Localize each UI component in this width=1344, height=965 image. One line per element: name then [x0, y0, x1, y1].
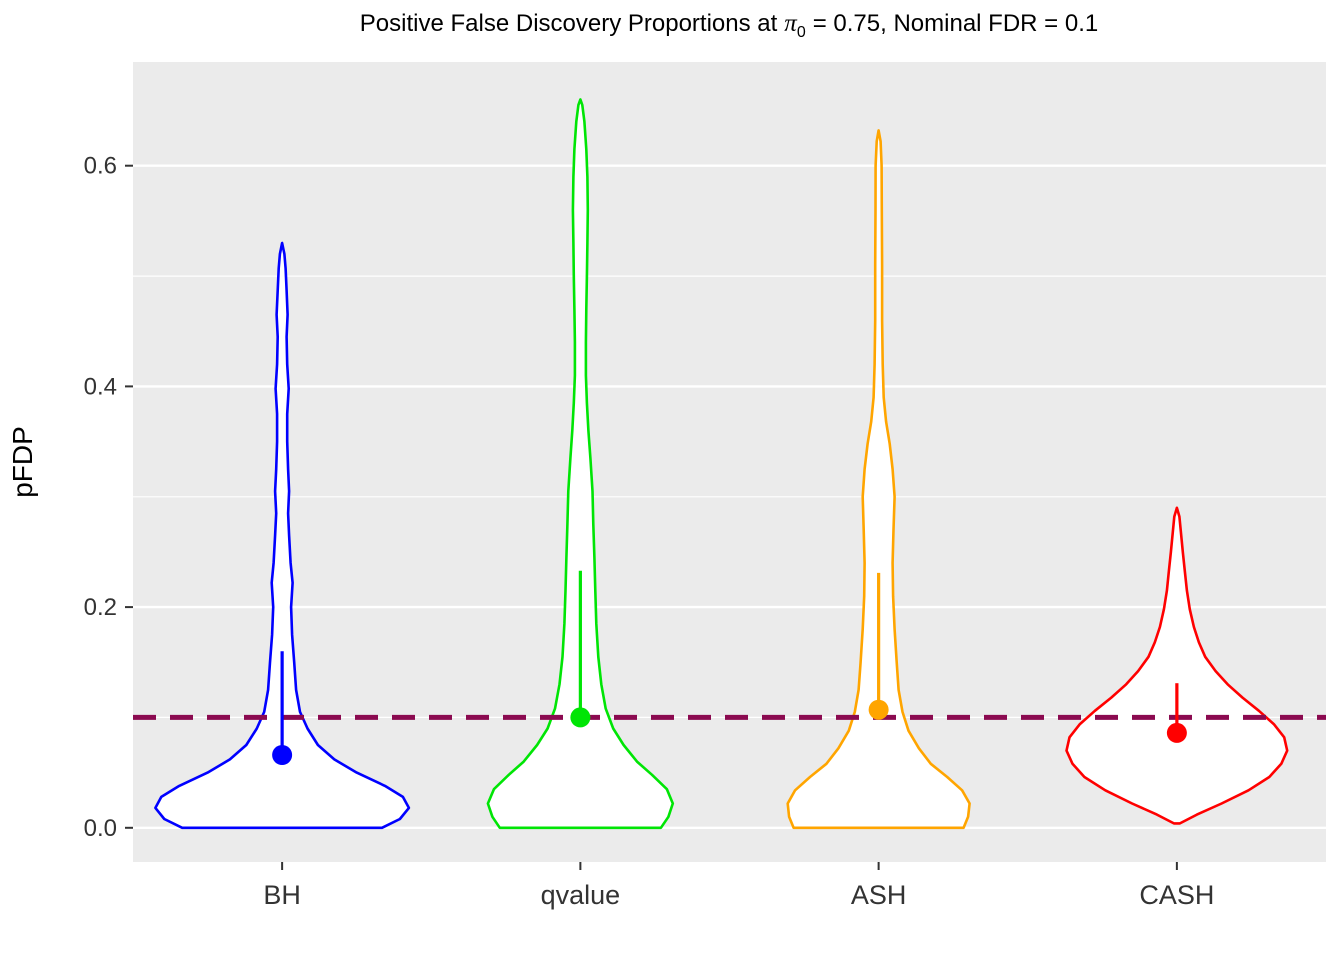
- violin-BH: [154, 241, 411, 830]
- mean-markers: [272, 570, 1187, 765]
- y-tick-label-0.6: 0.6: [84, 153, 117, 180]
- mean-point-CASH: [1166, 722, 1187, 743]
- mean-point-ASH: [868, 699, 889, 720]
- axis-ticks: [125, 164, 1178, 870]
- x-category-label-qvalue: qvalue: [541, 880, 621, 910]
- x-category-label-BH: BH: [263, 880, 301, 910]
- mean-point-qvalue: [570, 707, 591, 728]
- x-category-label-CASH: CASH: [1139, 880, 1214, 910]
- y-axis-title: pFDP: [7, 426, 38, 498]
- y-axis-tick-labels: 0.0 0.2 0.4 0.6: [84, 153, 117, 842]
- violin-ASH: [786, 129, 971, 830]
- x-axis-labels: BH qvalue ASH CASH: [263, 880, 1214, 910]
- x-category-label-ASH: ASH: [851, 880, 907, 910]
- chart-title: Positive False Discovery Proportions at π…: [360, 10, 1098, 41]
- y-tick-label-0.0: 0.0: [84, 815, 117, 842]
- mean-point-BH: [272, 745, 293, 765]
- violins: [154, 98, 1289, 830]
- y-tick-label-0.4: 0.4: [84, 373, 117, 400]
- violin-qvalue: [486, 98, 675, 830]
- y-tick-label-0.2: 0.2: [84, 594, 117, 621]
- violin-CASH: [1065, 506, 1289, 825]
